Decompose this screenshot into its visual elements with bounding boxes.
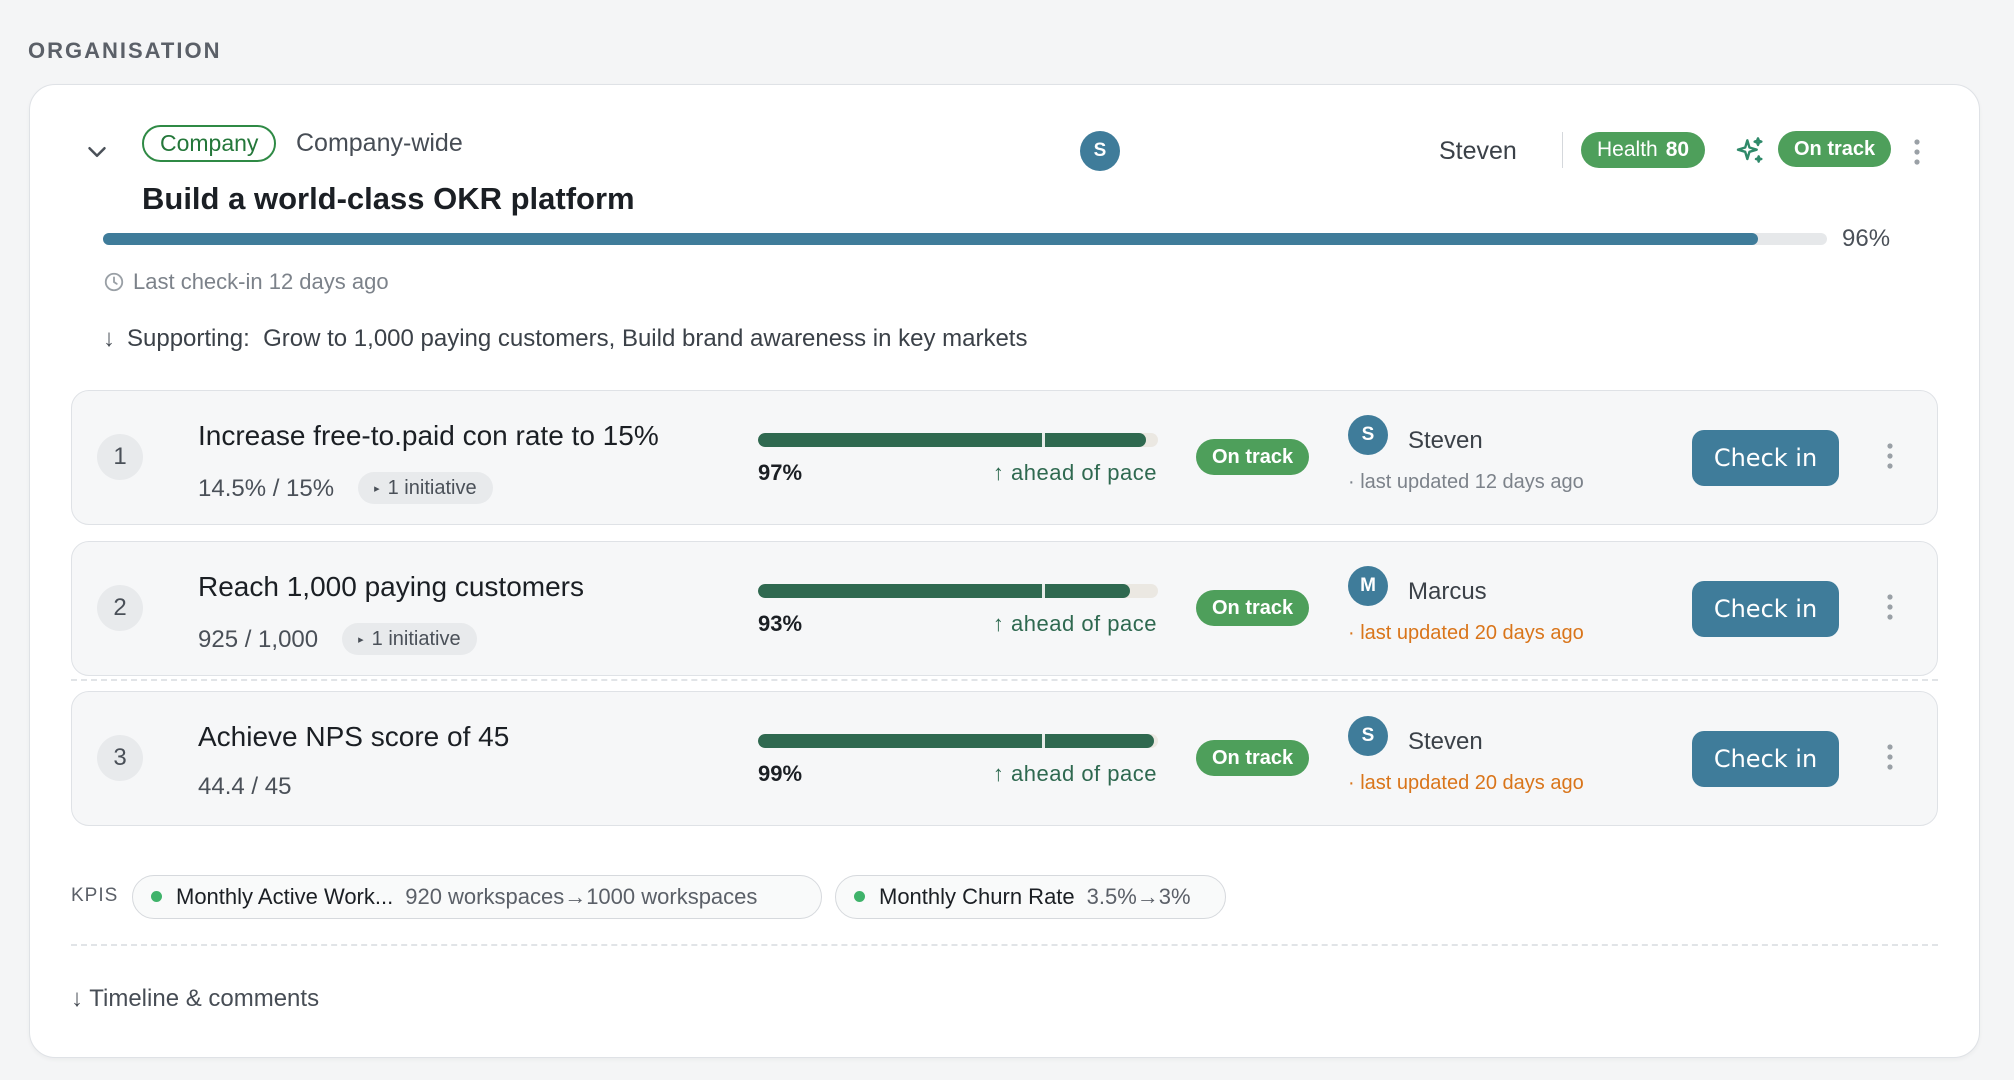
timeline-toggle[interactable]: ↓ Timeline & comments (71, 985, 320, 1012)
key-result-row[interactable]: 1 Increase free-to.paid con rate to 15% 14… (71, 390, 1938, 525)
status-badge: On track (1196, 439, 1310, 475)
level-tag: Company (142, 125, 277, 162)
kr-current-target: 14.5% / 15% (198, 475, 335, 502)
initiative-label: 1 initiative (371, 628, 461, 650)
supporting-items[interactable]: Grow to 1,000 paying customers, Build br… (263, 325, 1028, 352)
triangle-right-icon: ▸ (374, 483, 380, 495)
kr-value: 14.5% / 15% ▸ 1 initiative (198, 472, 493, 504)
kr-last-updated: · last updated 12 days ago (1348, 471, 1584, 493)
kpi-status-dot (854, 891, 865, 902)
kr-progress-fill (758, 433, 1146, 447)
kpi-range: 920 workspaces→1000 workspaces (405, 884, 758, 909)
kr-pace-marker (1042, 433, 1045, 447)
objective-progress-percent: 96% (1842, 225, 1891, 252)
kr-owner-name: Steven (1408, 728, 1483, 755)
divider (71, 679, 1938, 681)
kr-progress-bar (758, 584, 1158, 598)
status-badge: On track (1196, 740, 1310, 776)
kebab-icon[interactable] (1880, 592, 1900, 628)
triangle-right-icon: ▸ (358, 634, 364, 646)
kpi-range: 3.5%→3% (1086, 884, 1191, 909)
kr-value: 44.4 / 45 (198, 773, 291, 801)
section-label: ORGANISATION (28, 38, 222, 63)
avatar[interactable]: S (1348, 415, 1388, 455)
status-badge: On track (1778, 131, 1892, 167)
arrow-down-icon: ↓ (103, 325, 115, 352)
last-checkin-text: Last check-in 12 days ago (133, 269, 389, 294)
kr-progress-fill (758, 584, 1130, 598)
kr-last-updated: · last updated 20 days ago (1348, 622, 1584, 644)
last-checkin: Last check-in 12 days ago (103, 269, 389, 295)
divider (71, 944, 1938, 946)
kebab-icon[interactable] (1880, 742, 1900, 778)
kr-owner-name: Marcus (1408, 578, 1487, 605)
kpi-status-dot (151, 891, 162, 902)
check-in-button[interactable]: Check in (1692, 731, 1839, 787)
kr-owner-name: Steven (1408, 427, 1483, 454)
avatar[interactable]: M (1348, 566, 1388, 606)
kpis-label: KPIS (71, 885, 119, 906)
kr-pace: ↑ ahead of pace (992, 611, 1157, 636)
kpi-chip[interactable]: Monthly Active Work... 920 workspaces→100… (132, 875, 822, 919)
kr-progress-fill (758, 734, 1154, 748)
kr-progress-percent: 99% (758, 761, 803, 786)
objective-progress-fill (103, 233, 1759, 245)
kr-progress-bar (758, 433, 1158, 447)
kr-progress-bar (758, 734, 1158, 748)
objective-scope: Company-wide (296, 129, 463, 157)
status-badge: On track (1196, 590, 1310, 626)
kpi-name: Monthly Active Work... (176, 884, 394, 909)
avatar[interactable]: S (1080, 131, 1120, 171)
health-label: Health (1597, 138, 1658, 161)
check-in-button[interactable]: Check in (1692, 581, 1839, 637)
kr-number: 3 (97, 735, 143, 781)
divider (1562, 132, 1563, 168)
kpi-name: Monthly Churn Rate (879, 884, 1075, 909)
kr-current-target: 44.4 / 45 (198, 773, 292, 800)
kr-pace: ↑ ahead of pace (992, 460, 1157, 485)
clock-icon (103, 271, 125, 293)
health-value: 80 (1665, 138, 1690, 161)
kr-progress-percent: 93% (758, 611, 803, 636)
kr-last-updated: · last updated 20 days ago (1348, 772, 1584, 794)
objective-title[interactable]: Build a world-class OKR platform (142, 181, 635, 216)
kr-pace: ↑ ahead of pace (992, 761, 1157, 786)
kr-value: 925 / 1,000 ▸ 1 initiative (198, 623, 477, 655)
kr-title[interactable]: Increase free-to.paid con rate to 15% (198, 420, 659, 451)
key-result-row[interactable]: 3 Achieve NPS score of 45 44.4 / 45 99% ↑ ah… (71, 691, 1938, 826)
kebab-icon[interactable] (1880, 441, 1900, 477)
sparkle-icon[interactable] (1734, 135, 1766, 167)
kr-pace-marker (1042, 584, 1045, 598)
kpi-chip[interactable]: Monthly Churn Rate 3.5%→3% (835, 875, 1226, 919)
chevron-down-icon[interactable] (82, 137, 112, 167)
kr-pace-marker (1042, 734, 1045, 748)
objective-progress-bar (103, 233, 1827, 245)
objective-owner-name: Steven (1439, 137, 1517, 165)
initiative-label: 1 initiative (387, 477, 477, 499)
avatar[interactable]: S (1348, 716, 1388, 756)
kr-current-target: 925 / 1,000 (198, 626, 319, 653)
initiative-chip[interactable]: ▸ 1 initiative (358, 472, 493, 504)
objective-card: Company Company-wide Build a world-class… (29, 84, 1980, 1058)
kr-progress-percent: 97% (758, 460, 803, 485)
key-result-row[interactable]: 2 Reach 1,000 paying customers 925 / 1,000… (71, 541, 1938, 676)
check-in-button[interactable]: Check in (1692, 430, 1839, 486)
kr-number: 2 (97, 585, 143, 631)
health-badge[interactable]: Health 80 (1581, 132, 1706, 168)
initiative-chip[interactable]: ▸ 1 initiative (342, 623, 477, 655)
kebab-icon[interactable] (1907, 137, 1927, 173)
kr-number: 1 (97, 434, 143, 480)
supporting-label: Supporting: (127, 325, 250, 352)
kr-title[interactable]: Achieve NPS score of 45 (198, 721, 510, 752)
supporting-objectives: ↓ Supporting: Grow to 1,000 paying custom… (103, 325, 1027, 353)
kr-title[interactable]: Reach 1,000 paying customers (198, 571, 584, 602)
